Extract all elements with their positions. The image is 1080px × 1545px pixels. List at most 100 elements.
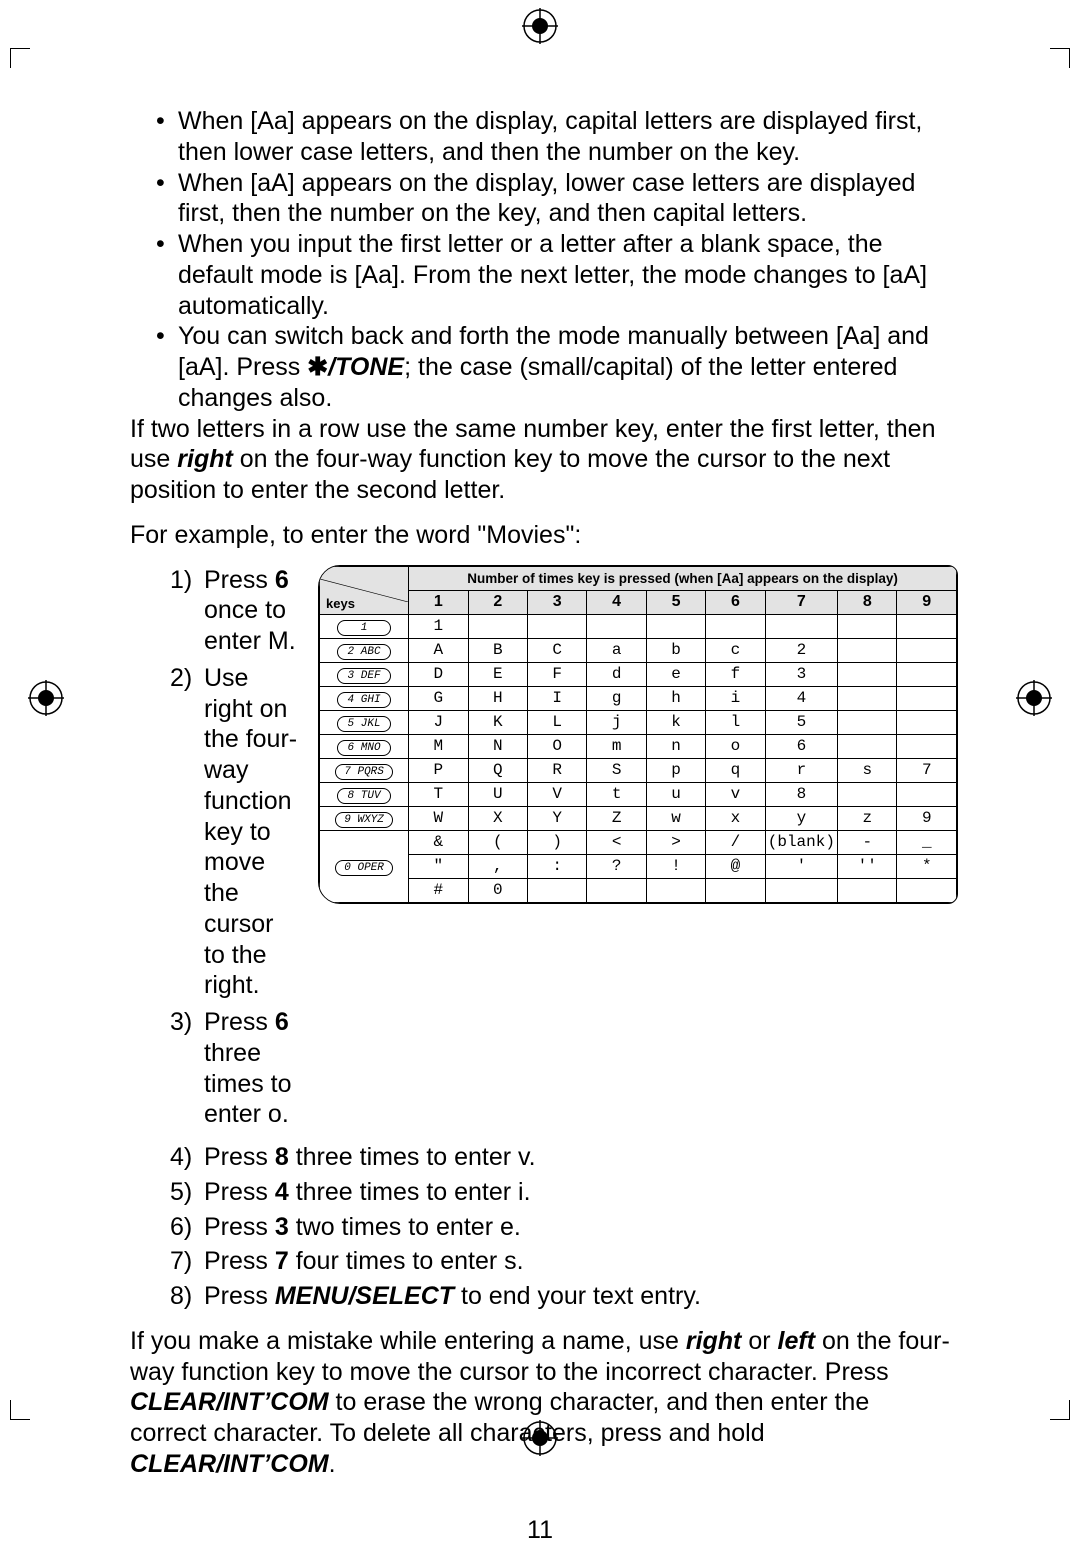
text: two times to enter e. bbox=[289, 1213, 521, 1241]
char-cell: (blank) bbox=[765, 830, 837, 854]
right-label: right bbox=[686, 1327, 742, 1355]
key-cell: 6 MNO bbox=[320, 734, 409, 758]
char-cell bbox=[527, 614, 586, 638]
char-cell: 5 bbox=[765, 710, 837, 734]
page-content: When [Aa] appears on the display, capita… bbox=[130, 106, 950, 1545]
character-table: keysNumber of times key is pressed (when… bbox=[318, 565, 958, 904]
step-number: 8) bbox=[170, 1281, 192, 1312]
char-cell bbox=[897, 614, 957, 638]
footer-paragraph: If you make a mistake while entering a n… bbox=[130, 1326, 950, 1480]
char-cell: L bbox=[527, 710, 586, 734]
char-cell: q bbox=[706, 758, 765, 782]
char-cell: g bbox=[587, 686, 646, 710]
tone-label: /TONE bbox=[328, 353, 404, 381]
char-cell: 4 bbox=[765, 686, 837, 710]
char-cell: l bbox=[706, 710, 765, 734]
paragraph: If two letters in a row use the same num… bbox=[130, 414, 950, 506]
text: three times to enter o. bbox=[204, 1039, 292, 1129]
text: or bbox=[741, 1327, 777, 1355]
key-ref: MENU/SELECT bbox=[275, 1282, 454, 1310]
char-cell bbox=[838, 638, 897, 662]
steps-list-lower: 4)Press 8 three times to enter v. 5)Pres… bbox=[170, 1142, 950, 1312]
crop-mark bbox=[1050, 48, 1070, 68]
char-cell bbox=[897, 662, 957, 686]
char-cell: # bbox=[409, 878, 468, 902]
char-cell bbox=[897, 878, 957, 902]
step-number: 6) bbox=[170, 1212, 192, 1243]
print-registration-mark-left bbox=[28, 680, 64, 716]
text: three times to enter v. bbox=[289, 1143, 536, 1171]
char-cell: 8 bbox=[765, 782, 837, 806]
char-cell: U bbox=[468, 782, 527, 806]
text: three times to enter i. bbox=[289, 1178, 531, 1206]
char-cell: V bbox=[527, 782, 586, 806]
char-cell: v bbox=[706, 782, 765, 806]
key-cell: 8 TUV bbox=[320, 782, 409, 806]
char-cell: 0 bbox=[468, 878, 527, 902]
char-cell: @ bbox=[706, 854, 765, 878]
key-ref: 7 bbox=[275, 1247, 289, 1275]
char-cell: b bbox=[646, 638, 705, 662]
char-cell: a bbox=[587, 638, 646, 662]
char-cell bbox=[765, 614, 837, 638]
step-number: 7) bbox=[170, 1246, 192, 1277]
char-cell: B bbox=[468, 638, 527, 662]
char-cell: 6 bbox=[765, 734, 837, 758]
text: If you make a mistake while entering a n… bbox=[130, 1327, 686, 1355]
char-cell: E bbox=[468, 662, 527, 686]
char-cell bbox=[897, 638, 957, 662]
char-cell: z bbox=[838, 806, 897, 830]
bullet-item: You can switch back and forth the mode m… bbox=[156, 321, 950, 413]
print-registration-mark-top bbox=[522, 8, 558, 44]
char-cell: f bbox=[706, 662, 765, 686]
char-cell: o bbox=[706, 734, 765, 758]
char-cell bbox=[527, 878, 586, 902]
char-cell: Z bbox=[587, 806, 646, 830]
char-cell: - bbox=[838, 830, 897, 854]
char-cell bbox=[706, 614, 765, 638]
left-label: left bbox=[778, 1327, 816, 1355]
char-cell: I bbox=[527, 686, 586, 710]
step-number: 3) bbox=[170, 1007, 192, 1038]
char-cell: 1 bbox=[409, 614, 468, 638]
char-cell: s bbox=[838, 758, 897, 782]
char-cell: ? bbox=[587, 854, 646, 878]
char-cell: h bbox=[646, 686, 705, 710]
step-number: 5) bbox=[170, 1177, 192, 1208]
step-item: 3)Press 6 three times to enter o. bbox=[170, 1007, 300, 1130]
char-cell: m bbox=[587, 734, 646, 758]
char-cell: p bbox=[646, 758, 705, 782]
char-cell: e bbox=[646, 662, 705, 686]
char-cell: M bbox=[409, 734, 468, 758]
key-cell: 0 OPER bbox=[320, 830, 409, 902]
key-ref: 4 bbox=[275, 1178, 289, 1206]
char-cell: " bbox=[409, 854, 468, 878]
char-cell: * bbox=[897, 854, 957, 878]
char-cell: ) bbox=[527, 830, 586, 854]
char-cell: P bbox=[409, 758, 468, 782]
char-cell: O bbox=[527, 734, 586, 758]
bullet-item: When [aA] appears on the display, lower … bbox=[156, 168, 950, 230]
char-cell bbox=[897, 734, 957, 758]
char-cell bbox=[897, 782, 957, 806]
char-cell: N bbox=[468, 734, 527, 758]
char-cell bbox=[897, 686, 957, 710]
char-cell: y bbox=[765, 806, 837, 830]
char-cell bbox=[838, 662, 897, 686]
char-cell bbox=[587, 878, 646, 902]
key-cell: 1 bbox=[320, 614, 409, 638]
char-cell: u bbox=[646, 782, 705, 806]
step-item: 2)Use right on the four-way function key… bbox=[170, 663, 300, 1001]
char-cell: Q bbox=[468, 758, 527, 782]
char-cell: , bbox=[468, 854, 527, 878]
char-cell: F bbox=[527, 662, 586, 686]
step-item: 5)Press 4 three times to enter i. bbox=[170, 1177, 950, 1208]
char-cell: '' bbox=[838, 854, 897, 878]
text: Press bbox=[204, 1008, 275, 1036]
text: Press bbox=[204, 566, 275, 594]
char-cell bbox=[706, 878, 765, 902]
char-cell: c bbox=[706, 638, 765, 662]
char-cell bbox=[468, 614, 527, 638]
step-item: 4)Press 8 three times to enter v. bbox=[170, 1142, 950, 1173]
bullet-item: When [Aa] appears on the display, capita… bbox=[156, 106, 950, 168]
